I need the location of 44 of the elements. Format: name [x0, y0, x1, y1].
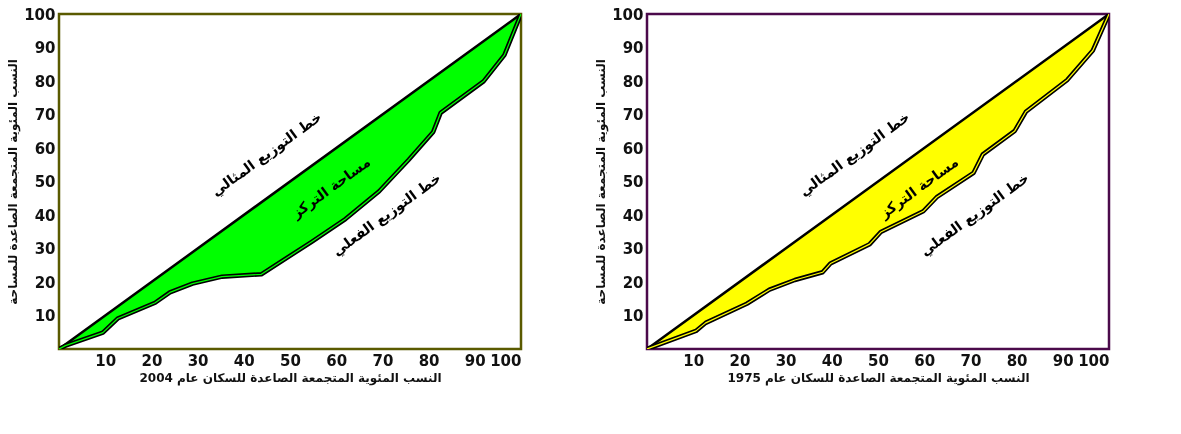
y-axis-title: النسب المئوية المتجمعة الصاعدة للمساحة: [6, 59, 22, 305]
y-tick-label: 100: [612, 5, 644, 24]
x-axis-title: النسب المئوية المتجمعة الصاعدة للسكان عام 1975: [727, 370, 1030, 386]
y-tick-label: 10: [622, 307, 644, 325]
x-tick-label: 10: [95, 351, 117, 370]
y-tick-label: 20: [622, 273, 644, 292]
y-tick-label: 30: [622, 240, 644, 258]
y-tick-label: 90: [622, 39, 644, 57]
y-tick-label: 100: [24, 5, 56, 24]
x-tick-label: 20: [729, 351, 751, 370]
y-tick-label: 80: [622, 72, 644, 91]
y-tick-label: 30: [34, 240, 56, 258]
x-tick-label: 70: [372, 351, 394, 370]
x-tick-label: 50: [280, 351, 301, 370]
y-axis-title: النسب المئوية المتجمعة الصاعدة للمساحة: [594, 59, 610, 305]
y-tick-label: 40: [622, 206, 644, 225]
x-tick-label: 40: [233, 351, 255, 370]
x-tick-label: 60: [326, 351, 348, 370]
x-tick-label: 30: [187, 351, 209, 370]
x-tick-label: 50: [868, 351, 889, 370]
x-tick-label: 40: [821, 351, 843, 370]
x-tick-label: 60: [914, 351, 936, 370]
x-tick-label: 80: [418, 351, 440, 370]
x-tick-label: 100: [1078, 351, 1110, 370]
y-tick-label: 70: [622, 106, 644, 124]
y-tick-label: 70: [34, 106, 56, 124]
x-tick-label: 30: [775, 351, 797, 370]
y-tick-label: 40: [34, 206, 56, 225]
y-tick-label: 90: [34, 39, 56, 57]
x-tick-label: 80: [1006, 351, 1028, 370]
x-tick-label: 70: [960, 351, 982, 370]
y-tick-label: 60: [622, 139, 644, 158]
x-tick-label: 20: [141, 351, 163, 370]
x-tick-label: 90: [1052, 351, 1074, 370]
x-tick-label: 100: [490, 351, 522, 370]
x-tick-label: 90: [464, 351, 486, 370]
y-tick-label: 10: [34, 307, 56, 325]
y-tick-label: 60: [34, 139, 56, 158]
x-axis-title: النسب المئوية المتجمعة الصاعدة للسكان عام 2004: [139, 370, 442, 386]
y-tick-label: 80: [34, 72, 56, 91]
y-tick-label: 20: [34, 273, 56, 292]
y-tick-label: 50: [622, 173, 644, 191]
y-tick-label: 50: [34, 173, 56, 191]
x-tick-label: 10: [683, 351, 705, 370]
